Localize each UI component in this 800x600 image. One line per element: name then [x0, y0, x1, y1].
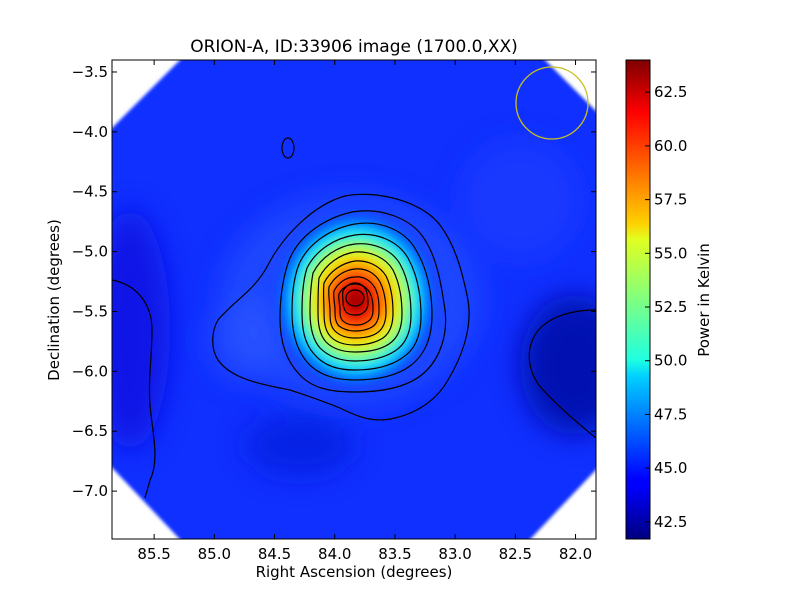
blank-corner-ne — [545, 60, 596, 111]
x-tick-label: 85.0 — [198, 545, 231, 563]
contour-outer — [212, 193, 470, 421]
contour-east-low — [112, 279, 156, 499]
northwest-bright — [460, 140, 580, 260]
colorbar-tick-label: 47.5 — [654, 405, 687, 423]
x-tick-label: 84.0 — [318, 545, 351, 563]
x-tick-label: 83.0 — [438, 545, 471, 563]
x-tick-label: 82.5 — [499, 545, 532, 563]
y-tick-label: −7.0 — [72, 482, 108, 500]
y-tick-label: −4.0 — [72, 123, 108, 141]
y-tick-label: −3.5 — [72, 63, 108, 81]
dark-region-east — [112, 210, 170, 450]
x-axis-ticks: 85.5 85.0 84.5 84.0 83.5 83.0 82.5 82.0 — [137, 60, 592, 563]
contour-2 — [279, 210, 447, 393]
contour-west-low — [528, 309, 596, 439]
chart-title: ORION-A, ID:33906 image (1700.0,XX) — [190, 37, 518, 57]
colorbar-ticks: 42.5 45.0 47.5 50.0 52.5 55.0 57.5 60.0 62.5 — [645, 83, 687, 531]
y-axis-ticks: −3.5 −4.0 −4.5 −5.0 −5.5 −6.0 −6.5 −7.0 — [72, 63, 596, 500]
x-tick-label: 85.5 — [137, 545, 170, 563]
blank-corner-sw — [112, 467, 180, 539]
contour-5 — [309, 243, 412, 362]
contour-7 — [322, 260, 394, 346]
x-tick-label: 84.5 — [258, 545, 291, 563]
blank-corner-nw — [112, 60, 180, 128]
contour-peak — [345, 289, 365, 307]
y-tick-label: −5.0 — [72, 243, 108, 261]
colorbar-label: Power in Kelvin — [695, 243, 713, 357]
dark-region-west — [520, 295, 596, 435]
y-tick-label: −4.5 — [72, 183, 108, 201]
emission-core — [274, 210, 438, 390]
colorbar-tick-label: 50.0 — [654, 352, 687, 370]
contour-6 — [317, 251, 403, 353]
blank-corner-se — [530, 469, 596, 539]
colorbar — [625, 59, 651, 540]
plot-frame — [111, 59, 597, 540]
dark-region-south — [245, 415, 355, 475]
colorbar-tick-label: 45.0 — [654, 459, 687, 477]
contour-10 — [338, 283, 374, 326]
beam-circle — [515, 66, 589, 140]
y-tick-label: −6.0 — [72, 362, 108, 380]
x-tick-label: 82.0 — [559, 545, 592, 563]
colorbar-tick-label: 52.5 — [654, 298, 687, 316]
colorbar-tick-label: 62.5 — [654, 83, 687, 101]
y-tick-label: −5.5 — [72, 302, 108, 320]
contour-lines — [112, 137, 596, 499]
colorbar-tick-label: 42.5 — [654, 513, 687, 531]
heatmap-area — [112, 60, 596, 539]
colorbar-tick-label: 60.0 — [654, 137, 687, 155]
contour-11 — [341, 282, 369, 316]
y-axis-label: Declination (degrees) — [45, 219, 63, 381]
contour-4 — [301, 233, 422, 371]
x-axis-label: Right Ascension (degrees) — [256, 563, 453, 581]
x-tick-label: 83.5 — [378, 545, 411, 563]
contour-9 — [333, 276, 380, 332]
contour-3 — [291, 222, 433, 381]
colorbar-tick-label: 57.5 — [654, 191, 687, 209]
contour-north-small — [281, 137, 295, 159]
colorbar-tick-label: 55.0 — [654, 244, 687, 262]
halo-extension — [210, 300, 280, 380]
contour-8 — [328, 268, 387, 339]
y-tick-label: −6.5 — [72, 422, 108, 440]
